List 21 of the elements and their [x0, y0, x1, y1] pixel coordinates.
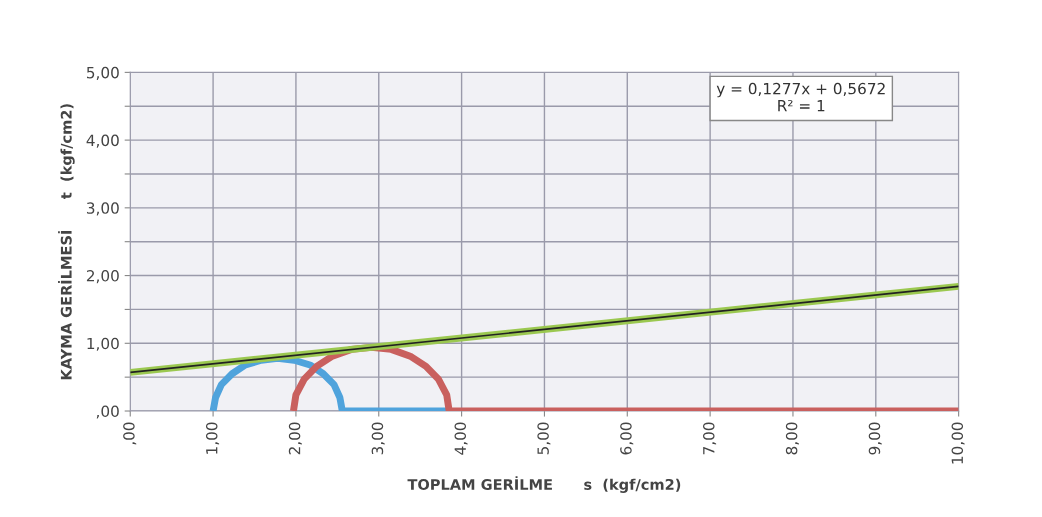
x-tick-label: 5,00 — [537, 422, 551, 455]
y-tick-label: 2,00 — [86, 270, 119, 284]
x-axis-title: TOPLAM GERİLME s (kgf/cm2) — [407, 476, 681, 493]
x-tick-label: 8,00 — [785, 422, 799, 455]
x-tick-label: ,00 — [123, 422, 137, 445]
x-tick-label: 4,00 — [454, 422, 468, 455]
x-tick-label: 2,00 — [288, 422, 302, 455]
x-tick-label: 7,00 — [703, 422, 717, 455]
x-tick-label: 6,00 — [620, 422, 634, 455]
y-tick-label: 1,00 — [87, 337, 119, 351]
y-axis-title: KAYMA GERİLMESİ t (kgf/cm2) — [58, 104, 75, 380]
x-tick-label: 3,00 — [371, 422, 385, 455]
annotation: R² = 1 — [778, 99, 825, 112]
y-tick-label: 4,00 — [86, 134, 119, 148]
y-tick-label: ,00 — [96, 405, 119, 419]
y-tick-label: 5,00 — [87, 66, 119, 80]
annotation: y = 0,1277x + 0,5672 — [716, 82, 885, 98]
y-tick-label: 3,00 — [86, 202, 119, 216]
x-tick-label: 1,00 — [205, 422, 220, 454]
x-tick-label: 10,00 — [951, 422, 965, 464]
x-tick-label: 9,00 — [868, 422, 882, 455]
